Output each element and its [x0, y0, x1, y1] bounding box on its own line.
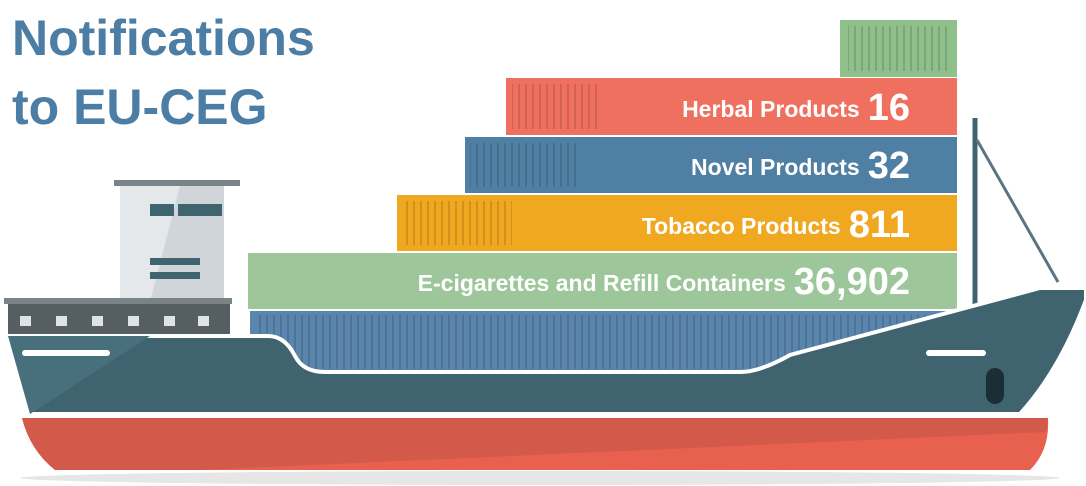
- container: [248, 253, 957, 309]
- hull-stripe: [22, 350, 110, 356]
- row-label: Novel Products: [691, 154, 860, 180]
- row-label: Herbal Products: [682, 96, 860, 122]
- deck-roof: [4, 298, 232, 304]
- anchor-hole: [986, 368, 1004, 404]
- row-label: Tobacco Products: [642, 213, 841, 239]
- rope: [975, 139, 1060, 283]
- container-stripes: [470, 143, 580, 187]
- container-stripes: [512, 84, 602, 129]
- keel-shade: [22, 418, 1048, 470]
- window: [178, 204, 222, 216]
- shadow: [20, 471, 1060, 485]
- row-label: E-cigarettes and Refill Containers: [418, 270, 786, 296]
- hull-stripe: [926, 350, 986, 356]
- title: Notifications: [12, 10, 315, 66]
- row-value: 36,902: [794, 261, 910, 303]
- row-value: 32: [868, 145, 910, 187]
- row-value: 811: [849, 204, 910, 246]
- title: to EU-CEG: [12, 79, 268, 135]
- bridge-roof: [114, 180, 240, 186]
- vent: [150, 272, 200, 279]
- vent: [150, 258, 200, 265]
- deck-house: [8, 304, 230, 336]
- portholes: [20, 316, 209, 326]
- row-labels: 16 Herbal Products 32 Novel Products 811 Toba…: [418, 87, 910, 303]
- container-stripes: [402, 201, 512, 245]
- row-value: 16: [868, 87, 910, 129]
- hull: [5, 286, 1086, 416]
- window: [150, 204, 174, 216]
- container-stripes: [848, 26, 948, 71]
